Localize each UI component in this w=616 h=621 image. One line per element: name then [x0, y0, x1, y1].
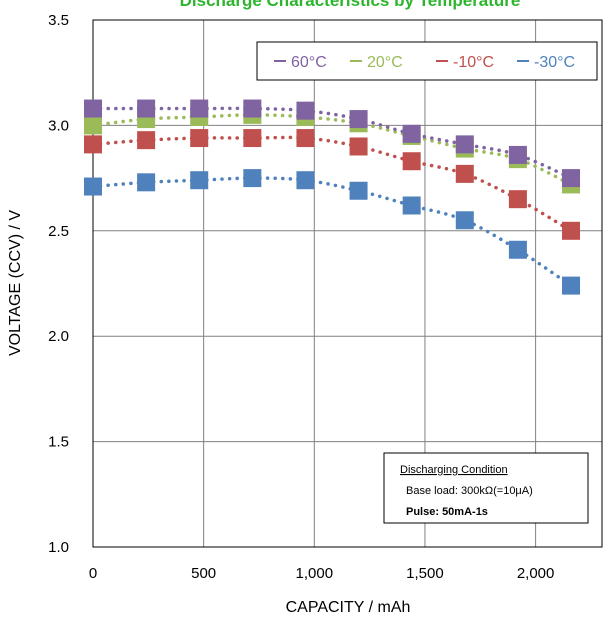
series-2: [84, 105, 581, 194]
series-layer: [84, 99, 581, 295]
condition-box: Discharging Condition Base load: 300kΩ(=…: [383, 452, 589, 524]
data-point: [402, 152, 421, 171]
data-point: [84, 135, 102, 154]
condition-pulse: Pulse: 50mA-1s: [406, 506, 488, 518]
data-point: [190, 129, 209, 148]
data-point: [508, 190, 527, 209]
y-tick-label: 1.0: [48, 539, 69, 556]
data-point: [137, 173, 156, 192]
condition-heading: Discharging Condition: [400, 464, 508, 476]
data-point: [243, 129, 262, 148]
series-trendline: [91, 113, 573, 187]
data-point: [562, 221, 581, 240]
series-trendline: [91, 106, 573, 180]
x-axis-title: CAPACITY / mAh: [286, 599, 411, 616]
condition-box-frame: [383, 452, 589, 524]
plot-area-border: [92, 19, 603, 548]
condition-base-load: Base load: 300kΩ(=10μA): [406, 485, 533, 497]
series-3: [84, 129, 581, 240]
data-point: [455, 135, 474, 154]
y-tick-label: 3.5: [48, 12, 69, 29]
data-point: [455, 211, 474, 230]
data-point: [562, 169, 581, 188]
data-point: [455, 164, 474, 183]
data-point: [84, 99, 102, 118]
data-point: [296, 171, 315, 190]
data-point: [243, 169, 262, 188]
data-point: [508, 240, 527, 259]
legend-label: -30°C: [534, 54, 575, 71]
legend-item: -30°C: [517, 54, 575, 71]
x-tick-label: 1,500: [406, 565, 444, 582]
data-point: [190, 171, 209, 190]
legend-label: 20°C: [367, 54, 403, 71]
data-point: [508, 145, 527, 164]
y-tick-label: 1.5: [48, 434, 69, 451]
legend-item: 20°C: [350, 54, 403, 71]
x-tick-labels: 0 500 1,000 1,500 2,000: [89, 565, 555, 582]
legend-item: -10°C: [436, 54, 494, 71]
data-point: [349, 137, 368, 156]
legend-label: -10°C: [453, 54, 494, 71]
data-point: [190, 99, 209, 118]
data-point: [137, 99, 156, 118]
data-point: [84, 177, 102, 196]
data-point: [137, 131, 156, 150]
y-tick-label: 3.0: [48, 117, 69, 134]
data-point: [562, 276, 581, 295]
data-point: [402, 196, 421, 215]
data-point: [402, 124, 421, 143]
legend-box: [256, 41, 598, 81]
data-point: [349, 181, 368, 200]
legend: 60°C 20°C -10°C -30°C: [256, 41, 598, 81]
y-tick-labels: 1.0 1.5 2.0 2.5 3.0 3.5: [48, 12, 69, 556]
x-tick-label: 0: [89, 565, 97, 582]
y-tick-label: 2.5: [48, 223, 69, 240]
series-1: [84, 99, 581, 188]
y-axis-title: VOLTAGE (CCV) / V: [7, 210, 24, 356]
x-tick-label: 1,000: [296, 565, 334, 582]
data-point: [84, 116, 102, 135]
x-tick-label: 500: [191, 565, 216, 582]
data-point: [296, 101, 315, 120]
legend-label: 60°C: [291, 54, 327, 71]
series-4: [84, 169, 581, 295]
legend-item: 60°C: [274, 54, 327, 71]
data-point: [243, 99, 262, 118]
data-point: [349, 110, 368, 129]
x-tick-label: 2,000: [517, 565, 555, 582]
series-trendline: [91, 176, 573, 288]
chart-title: Discharge Characteristics by Temperature: [180, 0, 521, 10]
data-point: [296, 129, 315, 148]
y-tick-label: 2.0: [48, 328, 69, 345]
